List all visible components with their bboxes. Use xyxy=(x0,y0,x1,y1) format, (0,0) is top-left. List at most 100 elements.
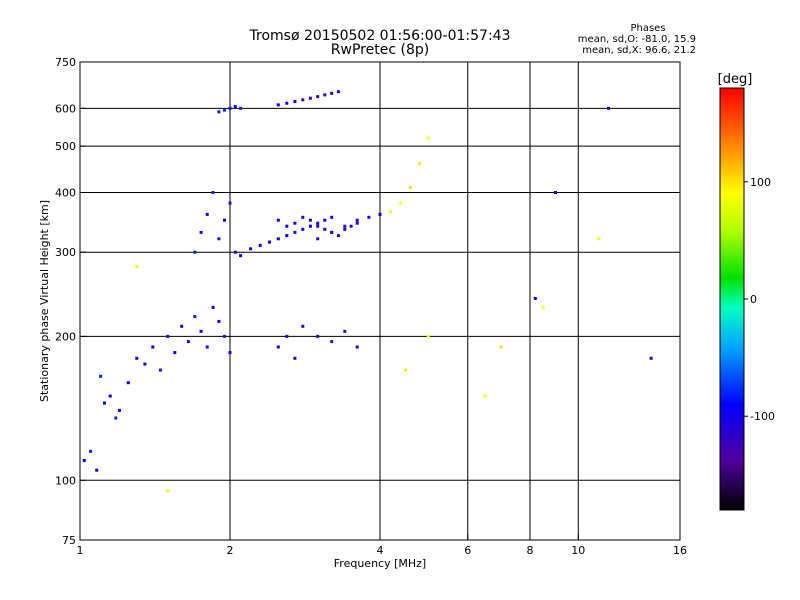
data-point xyxy=(223,334,226,338)
data-point xyxy=(330,340,334,344)
data-point xyxy=(223,218,226,222)
data-point xyxy=(205,212,209,216)
y-tick-label: 600 xyxy=(55,102,76,115)
data-point xyxy=(151,345,155,349)
data-points xyxy=(82,90,653,493)
y-axis-label: Stationary phase Virtual Height [km] xyxy=(38,200,51,402)
x-axis-label: Frequency [MHz] xyxy=(334,557,426,570)
colorbar-label: [deg] xyxy=(718,72,753,87)
chart-title: Tromsø 20150502 01:56:00-01:57:43 xyxy=(249,28,511,44)
data-point xyxy=(316,95,320,99)
data-point xyxy=(308,218,312,222)
data-point xyxy=(355,221,359,225)
data-point xyxy=(158,368,162,372)
data-point xyxy=(408,185,412,189)
data-point xyxy=(166,334,170,338)
data-point xyxy=(323,227,327,231)
data-point xyxy=(301,215,305,219)
x-tick-label: 16 xyxy=(673,544,687,557)
colorbar-tick-label: 100 xyxy=(750,176,771,189)
data-point xyxy=(135,356,139,360)
data-point xyxy=(285,234,289,238)
data-point xyxy=(99,374,103,378)
data-point xyxy=(217,237,221,241)
data-point xyxy=(118,408,121,412)
data-point xyxy=(330,91,334,95)
x-tick-label: 1 xyxy=(77,544,84,557)
data-point xyxy=(418,162,421,165)
data-point xyxy=(268,240,271,244)
data-point xyxy=(293,356,297,360)
data-point xyxy=(276,218,280,222)
data-point xyxy=(180,324,184,328)
data-point xyxy=(301,98,305,102)
data-point xyxy=(426,334,430,338)
data-point xyxy=(239,106,243,110)
data-point xyxy=(316,334,320,338)
data-point xyxy=(108,394,112,398)
data-point xyxy=(541,305,545,309)
data-point xyxy=(293,100,297,103)
data-point xyxy=(258,243,262,247)
data-point xyxy=(389,210,393,213)
data-point xyxy=(211,191,215,194)
data-point xyxy=(135,265,139,268)
data-point xyxy=(166,489,170,493)
data-point xyxy=(285,334,289,338)
data-point xyxy=(193,315,197,319)
data-point xyxy=(233,250,237,254)
x-tick-label: 8 xyxy=(527,544,534,557)
data-point xyxy=(276,345,280,349)
y-tick-label: 100 xyxy=(55,474,76,487)
data-point xyxy=(336,90,340,94)
data-point xyxy=(205,345,209,349)
data-point xyxy=(399,201,403,205)
data-point xyxy=(103,401,106,405)
colorbar xyxy=(719,87,745,511)
data-point xyxy=(173,351,177,355)
data-point xyxy=(95,468,99,472)
data-point xyxy=(143,362,147,366)
y-tick-label: 750 xyxy=(55,56,76,69)
data-point xyxy=(349,224,353,228)
data-point xyxy=(199,230,203,234)
data-point xyxy=(199,329,203,333)
y-tick-label: 300 xyxy=(55,246,76,259)
data-point xyxy=(285,224,289,228)
data-point xyxy=(228,351,232,355)
grid-lines xyxy=(80,62,680,540)
data-point xyxy=(276,237,280,241)
data-point xyxy=(607,106,610,110)
data-point xyxy=(343,329,347,333)
data-point xyxy=(533,297,537,300)
colorbar-tick-label: 0 xyxy=(750,293,757,306)
data-point xyxy=(211,305,215,309)
data-point xyxy=(554,191,557,194)
data-point xyxy=(193,250,197,254)
data-point xyxy=(114,416,118,420)
data-point xyxy=(223,108,226,112)
x-tick-label: 6 xyxy=(464,544,471,557)
x-tick-label: 2 xyxy=(227,544,234,557)
data-point xyxy=(82,459,86,462)
chart-subtitle: RwPretec (8p) xyxy=(331,42,429,58)
data-point xyxy=(404,368,407,372)
data-point xyxy=(499,345,503,349)
data-point xyxy=(323,218,327,222)
data-point xyxy=(597,237,601,241)
colorbar-tick-label: -100 xyxy=(750,410,775,423)
y-tick-label: 75 xyxy=(62,534,76,547)
y-tick-label: 200 xyxy=(55,330,76,343)
phase-stats-title: Phases xyxy=(630,23,665,34)
data-point xyxy=(367,215,371,219)
data-point xyxy=(217,110,221,114)
x-tick-label: 10 xyxy=(571,544,585,557)
data-point xyxy=(426,136,430,140)
data-point xyxy=(336,234,340,238)
data-point xyxy=(343,227,347,231)
y-tick-label: 500 xyxy=(55,140,76,153)
data-point xyxy=(330,215,334,219)
y-axis: 75 100 200 300 400 500 600 750 xyxy=(55,56,86,547)
data-point xyxy=(649,356,653,360)
